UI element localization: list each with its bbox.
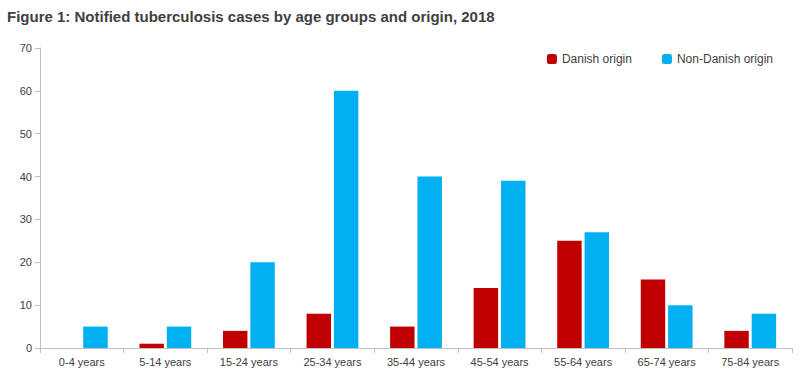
svg-text:0: 0 [26, 342, 32, 354]
svg-text:60: 60 [20, 85, 32, 97]
svg-text:5-14 years: 5-14 years [139, 356, 191, 368]
svg-text:55-64 years: 55-64 years [554, 356, 613, 368]
svg-text:40: 40 [20, 171, 32, 183]
svg-text:50: 50 [20, 128, 32, 140]
svg-text:70: 70 [20, 42, 32, 54]
svg-text:45-54 years: 45-54 years [471, 356, 530, 368]
svg-text:20: 20 [20, 256, 32, 268]
svg-text:35-44 years: 35-44 years [387, 356, 446, 368]
svg-text:75-84 years: 75-84 years [721, 356, 780, 368]
svg-text:15-24 years: 15-24 years [220, 356, 279, 368]
svg-text:Figure 1: Notified tuberculosi: Figure 1: Notified tuberculosis cases by… [7, 8, 495, 25]
svg-text:65-74 years: 65-74 years [638, 356, 697, 368]
svg-text:Non-Danish origin: Non-Danish origin [677, 52, 773, 66]
svg-text:25-34 years: 25-34 years [303, 356, 362, 368]
svg-text:30: 30 [20, 213, 32, 225]
svg-text:0-4 years: 0-4 years [59, 356, 105, 368]
svg-text:10: 10 [20, 299, 32, 311]
svg-text:Danish origin: Danish origin [562, 52, 632, 66]
